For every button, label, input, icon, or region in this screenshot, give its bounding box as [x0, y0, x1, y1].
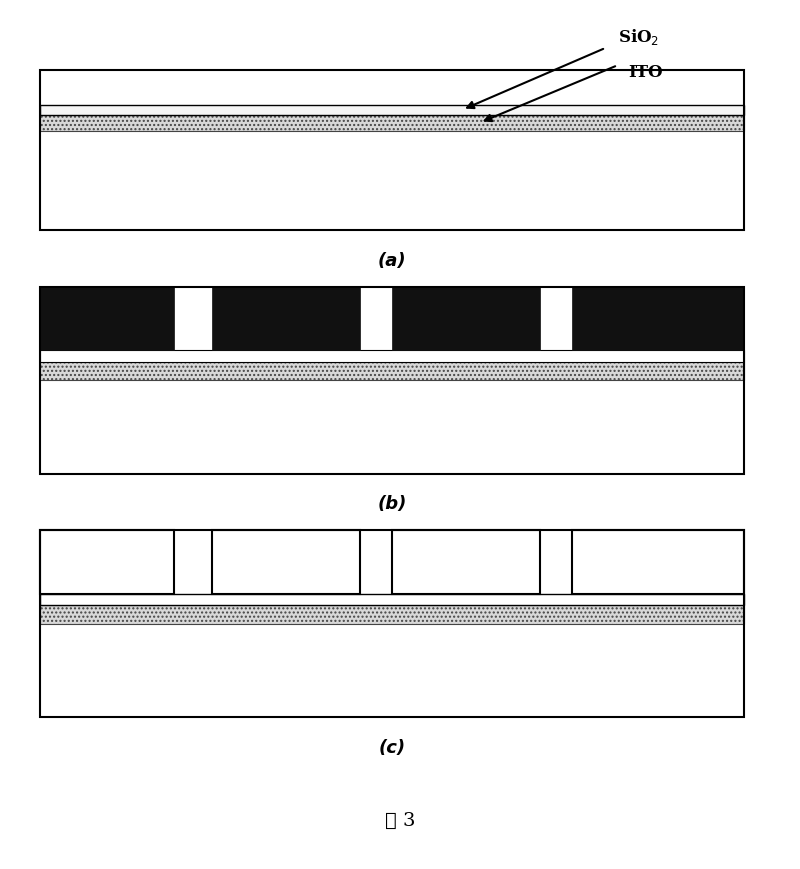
- Text: ITO: ITO: [628, 63, 662, 81]
- Bar: [40, 115, 744, 130]
- Bar: [40, 605, 744, 624]
- Bar: [40, 594, 744, 605]
- Bar: [40, 105, 744, 115]
- Text: (b): (b): [378, 495, 406, 514]
- Bar: [392, 287, 540, 350]
- Text: (c): (c): [378, 739, 406, 757]
- Text: SiO$_2$: SiO$_2$: [618, 27, 659, 48]
- Text: (a): (a): [378, 252, 406, 270]
- Bar: [40, 530, 174, 594]
- Bar: [40, 287, 174, 350]
- Bar: [571, 287, 744, 350]
- Bar: [213, 287, 360, 350]
- Bar: [571, 287, 744, 350]
- Bar: [40, 624, 744, 717]
- Bar: [40, 287, 174, 350]
- Bar: [40, 362, 744, 381]
- Bar: [392, 287, 540, 350]
- Text: 图 3: 图 3: [385, 813, 415, 830]
- Bar: [40, 350, 744, 362]
- Bar: [40, 530, 744, 717]
- Bar: [571, 530, 744, 594]
- Bar: [392, 530, 540, 594]
- Bar: [40, 287, 744, 474]
- Bar: [40, 70, 744, 230]
- Bar: [213, 530, 360, 594]
- Bar: [213, 287, 360, 350]
- Bar: [40, 130, 744, 230]
- Bar: [40, 381, 744, 474]
